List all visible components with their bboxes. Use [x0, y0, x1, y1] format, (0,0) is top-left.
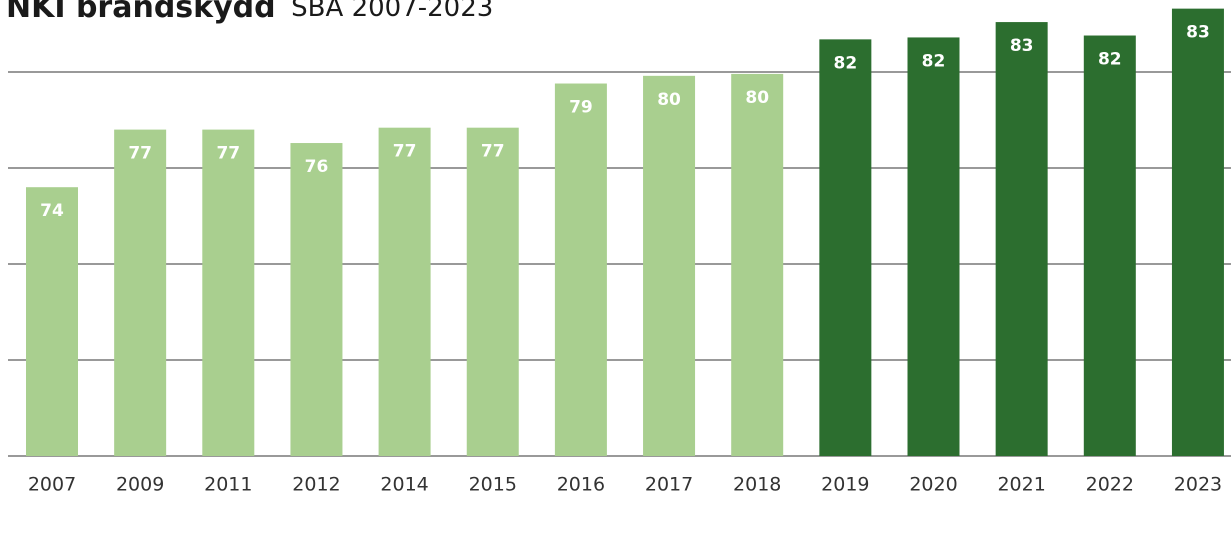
bar	[202, 129, 255, 456]
x-tick-label: 2022	[1086, 474, 1134, 496]
value-label: 80	[745, 88, 769, 108]
x-tick-label: 2023	[1174, 474, 1222, 496]
value-label: 76	[305, 157, 329, 177]
value-label: 77	[393, 142, 417, 162]
bar	[995, 22, 1048, 457]
x-tick-label: 2015	[469, 474, 517, 496]
value-label: 77	[128, 144, 152, 164]
value-label: 77	[481, 142, 505, 162]
x-tick-label: 2020	[909, 474, 957, 496]
value-label: 79	[569, 98, 593, 118]
chart-title: NKI brandskydd	[6, 0, 276, 25]
x-tick-label: 2009	[116, 474, 164, 496]
value-label: 82	[834, 53, 858, 73]
bar	[466, 127, 519, 457]
bar	[114, 129, 167, 456]
x-tick-label: 2018	[733, 474, 781, 496]
value-label: 83	[1186, 23, 1210, 43]
bar	[378, 127, 431, 457]
x-tick-label: 2012	[292, 474, 340, 496]
x-tick-label: 2017	[645, 474, 693, 496]
bar	[554, 83, 607, 457]
bar	[819, 39, 872, 457]
x-tick-label: 2011	[204, 474, 252, 496]
bar	[643, 75, 696, 456]
bar	[26, 187, 78, 456]
value-label: 82	[1098, 50, 1122, 70]
x-tick-label: 2019	[821, 474, 869, 496]
x-tick-label: 2016	[557, 474, 605, 496]
value-label: 77	[216, 144, 240, 164]
bar	[1083, 35, 1136, 457]
value-label: 82	[922, 51, 946, 71]
x-tick-label: 2007	[28, 474, 76, 496]
x-tick-label: 2014	[380, 474, 428, 496]
value-label: 80	[657, 90, 681, 110]
x-tick-label: 2021	[997, 474, 1045, 496]
value-label: 74	[40, 201, 64, 221]
value-label: 83	[1010, 36, 1034, 56]
chart-subtitle: SBA 2007-2023	[291, 0, 493, 23]
bar	[731, 73, 784, 457]
chart-heading: NKI brandskydd SBA 2007-2023	[6, 0, 493, 25]
bar	[1171, 8, 1224, 456]
bar	[907, 37, 960, 456]
bar	[290, 143, 343, 457]
